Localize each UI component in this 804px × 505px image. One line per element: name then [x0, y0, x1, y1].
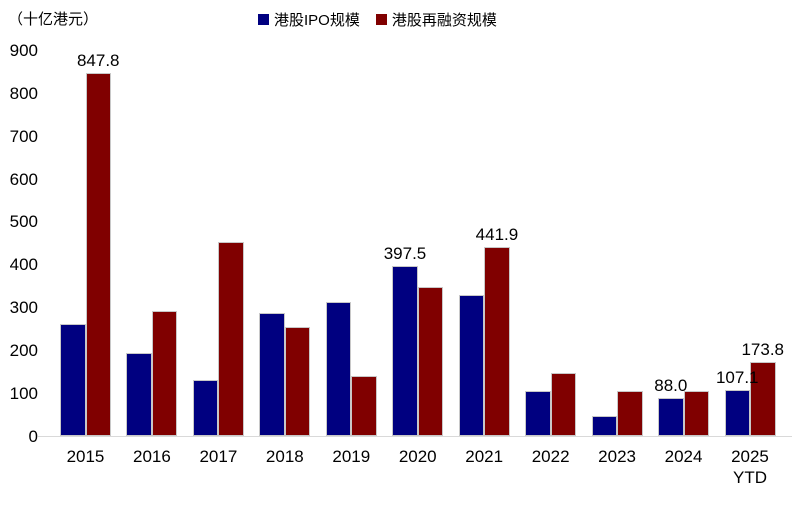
y-axis-tick-label: 300 [9, 298, 38, 317]
y-axis-tick-label: 600 [9, 169, 38, 189]
x-axis-label-2016: 2016 [119, 446, 185, 467]
x-axis-label-line: 2020 [398, 447, 437, 466]
y-axis-tick-label: 800 [9, 83, 38, 103]
data-label: 847.8 [76, 50, 120, 70]
y-axis-tick-label: 900 [9, 41, 38, 60]
data-label: 441.9 [475, 224, 519, 244]
x-axis-label-line: 2023 [598, 447, 636, 466]
bar-ipo-2022 [525, 391, 551, 436]
y-axis-tick-label: 200 [9, 340, 38, 360]
legend-label: 港股再融资规模 [391, 12, 497, 29]
data-label: 107.1 [715, 368, 759, 388]
bar-refinancing-2016 [151, 310, 178, 436]
y-axis-tick-label: 700 [9, 126, 38, 146]
bar-refinancing-2015 [85, 72, 111, 436]
bar-ipo-2024 [658, 398, 684, 436]
bar-refinancing-2019 [351, 376, 377, 436]
x-axis-label-line: YTD [732, 468, 767, 487]
x-axis-label-line: 2022 [531, 447, 570, 466]
x-axis-label-2025: 2025 YTD [717, 446, 783, 488]
x-axis-line [38, 436, 792, 437]
data-label: 173.8 [741, 339, 785, 359]
y-axis-tick-label: 0 [28, 426, 38, 446]
bar-refinancing-2017 [218, 241, 244, 436]
bar-ipo-2025 [724, 390, 750, 436]
y-axis-tick-label: 400 [9, 255, 38, 275]
x-axis-label-line: 2017 [199, 447, 238, 466]
x-axis-label-line: 2021 [465, 447, 504, 466]
x-axis-label-line: 2015 [66, 447, 105, 466]
bar-refinancing-2020 [417, 287, 444, 436]
bar-refinancing-2021 [484, 246, 510, 436]
x-axis-label-line: 2024 [664, 447, 703, 466]
bar-ipo-2019 [325, 301, 352, 436]
bar-refinancing-2022 [550, 372, 577, 436]
data-label: 397.5 [383, 243, 427, 263]
bar-refinancing-2023 [617, 391, 643, 436]
y-axis-tick-label: 100 [9, 383, 38, 403]
bar-ipo-2021 [458, 294, 485, 436]
y-axis-tick-label: 500 [9, 212, 38, 232]
x-axis-label-2022: 2022 [517, 446, 583, 467]
bar-ipo-2017 [192, 380, 219, 436]
bar-ipo-2020 [392, 265, 418, 436]
bar-ipo-2015 [60, 324, 86, 436]
x-axis-label-line: 2019 [332, 447, 371, 466]
legend-item-refinancing: 港股再融资规模 [375, 9, 497, 30]
x-axis-label-2015: 2015 [52, 446, 118, 467]
legend-swatch [258, 14, 269, 25]
x-axis-label-2019: 2019 [318, 446, 384, 467]
legend-item-ipo: 港股IPO规模 [258, 9, 360, 30]
x-axis-label-line: 2018 [265, 447, 304, 466]
bar-ipo-2018 [259, 313, 285, 436]
legend: 港股IPO规模 港股再融资规模 [258, 9, 497, 30]
x-axis-label-2021: 2021 [451, 446, 517, 467]
x-axis-label-2017: 2017 [185, 446, 251, 467]
data-label: 88.0 [654, 376, 688, 396]
x-axis-label-2023: 2023 [584, 446, 650, 467]
bar-refinancing-2018 [284, 326, 311, 436]
legend-swatch [375, 14, 387, 25]
unit-label: （十亿港元） [8, 11, 99, 28]
x-axis-label-2020: 2020 [385, 446, 451, 467]
bar-ipo-2016 [126, 352, 152, 436]
x-axis-label-line: 2025 [731, 447, 769, 466]
bar-ipo-2023 [591, 416, 618, 436]
legend-label: 港股IPO规模 [274, 12, 360, 29]
bar-refinancing-2025 [750, 361, 776, 436]
x-axis-label-line: 2016 [133, 447, 171, 466]
x-axis-label-2024: 2024 [650, 446, 716, 467]
bar-refinancing-2024 [683, 391, 710, 436]
x-axis-label-2018: 2018 [252, 446, 318, 467]
